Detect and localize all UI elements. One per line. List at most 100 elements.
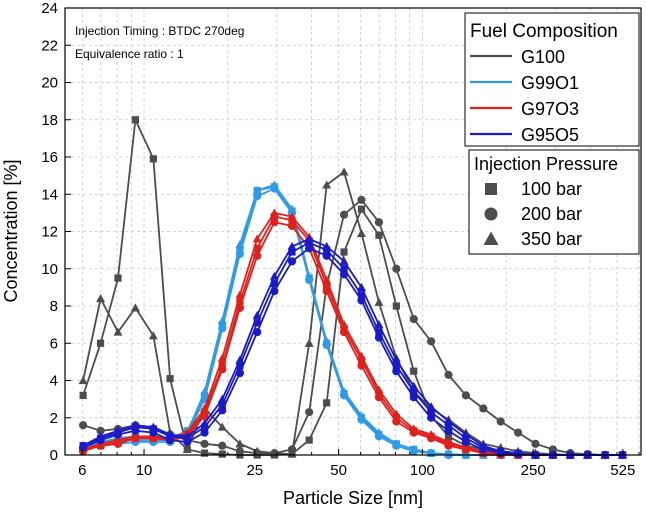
- data-point-triangle: [461, 430, 471, 439]
- data-point-square: [236, 298, 244, 306]
- data-point-circle: [374, 333, 384, 342]
- y-tick-label: 18: [41, 112, 58, 129]
- data-point-triangle: [444, 437, 454, 446]
- data-point-circle: [357, 361, 366, 370]
- x-tick-label: 25: [246, 462, 263, 479]
- data-point-triangle: [252, 186, 262, 195]
- data-point-square: [357, 291, 366, 299]
- data-point-triangle: [130, 420, 140, 429]
- data-point-triangle: [252, 234, 262, 243]
- data-point-triangle: [409, 381, 419, 390]
- data-point-circle: [253, 327, 262, 337]
- data-point-square: [375, 231, 383, 239]
- x-axis-label: Particle Size [nm]: [283, 488, 423, 508]
- data-point-triangle: [113, 435, 123, 444]
- data-point-square: [149, 155, 157, 163]
- data-point-square: [236, 362, 244, 370]
- data-point-triangle: [322, 241, 332, 250]
- data-point-triangle: [96, 294, 106, 303]
- data-point-triangle: [130, 431, 140, 440]
- data-point-square: [340, 248, 348, 256]
- data-point-circle: [461, 437, 470, 447]
- legend-fuel-label: G97O3: [521, 99, 579, 119]
- data-point-square: [253, 244, 261, 252]
- data-point-triangle: [356, 411, 366, 420]
- x-tick-label: 100: [410, 462, 435, 479]
- data-point-circle: [357, 195, 366, 204]
- data-point-circle: [374, 393, 384, 402]
- data-point-circle: [322, 251, 331, 260]
- data-point-triangle: [478, 441, 488, 450]
- data-point-square: [288, 248, 296, 256]
- annotation-equivalence-ratio: Equivalence ratio : 1: [75, 47, 184, 61]
- annotation-injection-timing: Injection Timing : BTDC 270deg: [75, 24, 244, 38]
- data-point-circle: [305, 408, 314, 417]
- data-point-triangle: [96, 431, 106, 440]
- data-point-circle: [392, 264, 401, 273]
- y-tick-label: 20: [41, 75, 58, 92]
- legend-fuel-box: [464, 12, 640, 147]
- data-point-triangle: [78, 376, 88, 385]
- data-point-triangle: [339, 167, 349, 176]
- data-point-circle: [392, 417, 401, 426]
- data-point-triangle: [426, 402, 436, 411]
- data-point-triangle: [235, 290, 245, 299]
- data-point-square: [96, 339, 105, 347]
- grid-lines: [65, 8, 641, 455]
- data-point-triangle: [391, 355, 401, 364]
- data-point-circle: [218, 406, 227, 415]
- data-point-triangle: [113, 426, 123, 435]
- data-point-square: [131, 116, 140, 124]
- data-point-triangle: [426, 430, 436, 439]
- data-point-square: [357, 205, 366, 213]
- data-point-square: [323, 246, 331, 254]
- data-point-circle: [339, 210, 349, 219]
- legend-pressure-label: 100 bar: [521, 179, 582, 199]
- data-point-circle: [339, 270, 349, 279]
- data-point-triangle: [356, 228, 366, 237]
- data-point-triangle: [287, 449, 297, 458]
- data-point-circle: [270, 218, 279, 227]
- data-point-triangle: [113, 327, 123, 336]
- x-tick-label: 6: [78, 462, 86, 479]
- data-point-triangle: [339, 256, 349, 265]
- y-tick-label: 6: [50, 335, 58, 352]
- data-point-triangle: [269, 208, 279, 217]
- data-point-square: [114, 274, 122, 282]
- data-point-square: [444, 421, 453, 429]
- data-point-triangle: [200, 403, 210, 413]
- data-point-circle: [427, 413, 436, 422]
- data-point-triangle: [409, 444, 419, 454]
- x-tick-label: 250: [521, 462, 546, 479]
- series-g95o5-200-bar: [79, 244, 627, 460]
- data-point-triangle: [356, 282, 366, 291]
- data-point-square: [200, 423, 209, 431]
- data-point-circle: [444, 426, 453, 435]
- data-point-triangle: [391, 439, 401, 448]
- data-point-triangle: [444, 449, 454, 458]
- data-point-triangle: [200, 418, 210, 427]
- data-point-triangle: [304, 338, 314, 347]
- data-point-triangle: [182, 431, 192, 440]
- series-line: [82, 237, 623, 456]
- y-axis-label: Concentration [%]: [1, 159, 21, 302]
- data-point-square: [323, 281, 331, 290]
- data-point-triangle: [252, 310, 262, 319]
- data-point-triangle: [287, 204, 297, 213]
- data-point-square: [444, 432, 453, 440]
- legend-pressure-label: 200 bar: [521, 204, 582, 224]
- y-tick-label: 10: [41, 261, 58, 278]
- data-point-square: [485, 183, 497, 195]
- data-point-triangle: [78, 441, 88, 450]
- data-point-triangle: [217, 316, 227, 325]
- data-point-circle: [479, 404, 488, 413]
- data-point-square: [340, 265, 348, 273]
- data-point-square: [305, 436, 313, 444]
- data-point-circle: [409, 314, 418, 324]
- data-point-square: [200, 449, 209, 457]
- data-point-triangle: [339, 387, 349, 396]
- data-point-triangle: [182, 444, 192, 454]
- data-point-triangle: [269, 271, 279, 280]
